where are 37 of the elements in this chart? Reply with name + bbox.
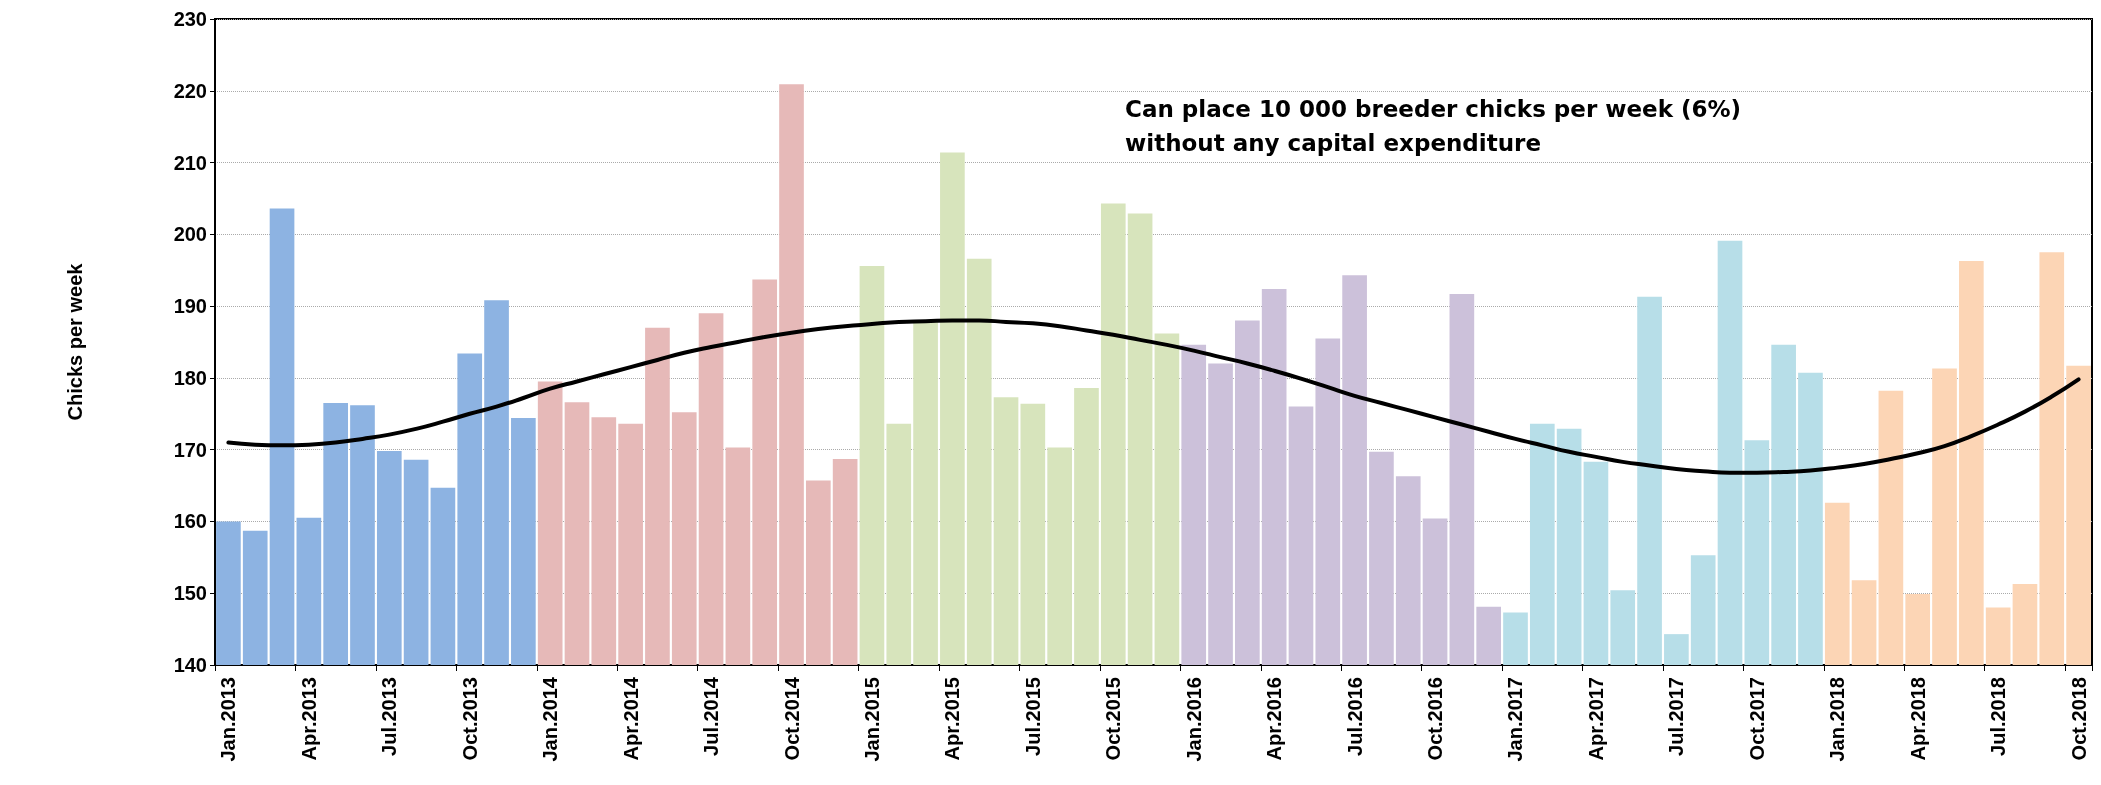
x-tick-label: Jul.2018 [1987,677,2010,756]
x-tick-label: Jul.2015 [1021,677,1044,756]
x-tick-label: Oct.2014 [780,676,803,761]
annotation: Can place 10 000 breeder chicks per week (6%) without any capital expenditure [1125,96,1742,156]
y-tick-label: 200 [173,223,207,246]
x-tick-label: Jan.2018 [1826,677,1849,762]
x-tick-label: Jul.2017 [1665,677,1688,756]
x-tick-label: Jan.2014 [539,676,562,762]
y-tick-label: 170 [173,438,207,461]
x-tick-label: Oct.2018 [2067,677,2090,761]
x-tick-label: Oct.2013 [458,677,481,761]
x-tick-label: Oct.2016 [1424,677,1447,761]
x-tick-label: Jan.2015 [860,677,883,762]
x-tick-label: Apr.2018 [1906,677,1929,761]
y-tick-label: 220 [173,79,207,102]
x-tick-label: Apr.2016 [1263,677,1286,761]
x-tick-label: Jul.2013 [378,677,401,756]
x-tick-label: Jan.2013 [217,677,240,762]
y-tick-label: 140 [173,654,207,676]
x-tick-label: Jan.2016 [1182,677,1205,762]
y-tick-label: 180 [173,366,207,389]
x-tick-label: Oct.2017 [1745,677,1768,761]
y-tick-label: 210 [173,151,207,174]
y-tick-label: 230 [173,8,207,30]
y-tick-label: 190 [173,295,207,318]
x-tick-label: Apr.2013 [297,677,320,761]
x-tick-label: Oct.2015 [1102,677,1125,761]
x-tick-label: Apr.2015 [941,677,964,761]
y-tick-label: 150 [173,582,207,605]
x-tick-label: Jan.2017 [1504,677,1527,762]
x-tick-label: Jul.2014 [700,676,723,756]
x-tick-label: Apr.2014 [619,676,642,761]
y-tick-label: 160 [173,510,207,533]
x-tick-label: Jul.2016 [1343,677,1366,756]
y-axis-title: Chicks per week [64,262,86,421]
x-tick-label: Apr.2017 [1584,677,1607,761]
line-series [226,318,2081,475]
